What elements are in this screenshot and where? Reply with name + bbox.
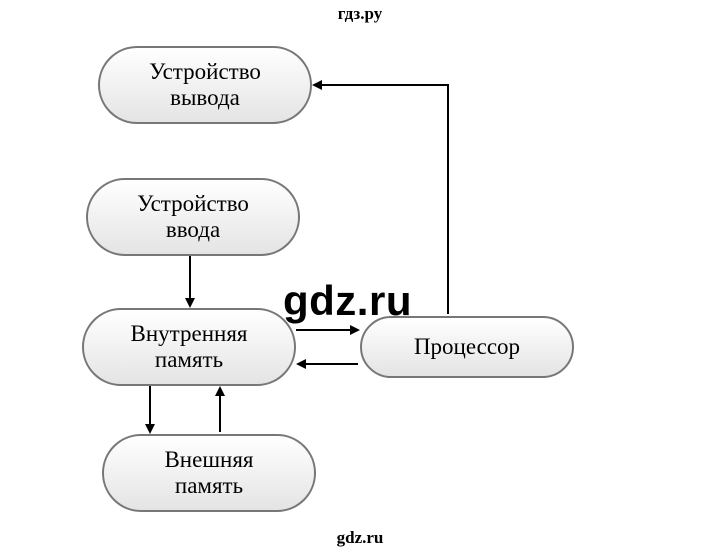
node-label-line1: Устройство <box>149 59 261 85</box>
node-memory: Внутренняяпамять <box>82 308 296 386</box>
node-label-line2: ввода <box>166 217 220 243</box>
diagram-stage: гдз.ру УстройствовыводаУстройствовводаВн… <box>0 0 720 554</box>
node-label-line2: память <box>155 347 223 373</box>
page-header: гдз.ру <box>0 4 720 24</box>
node-output: Устройствовывода <box>98 46 312 124</box>
node-storage: Внешняяпамять <box>102 434 316 512</box>
edge-cpu-to-output <box>314 85 448 314</box>
node-cpu: Процессор <box>360 316 574 378</box>
node-label-line1: Внутренняя <box>131 321 248 347</box>
node-label-line1: Внешняя <box>164 447 253 473</box>
node-label-line2: память <box>175 473 243 499</box>
node-input: Устройствоввода <box>86 178 300 256</box>
page-footer: gdz.ru <box>0 528 720 548</box>
node-label-line1: Процессор <box>414 334 520 360</box>
node-label-line1: Устройство <box>137 191 249 217</box>
node-label-line2: вывода <box>170 85 240 111</box>
